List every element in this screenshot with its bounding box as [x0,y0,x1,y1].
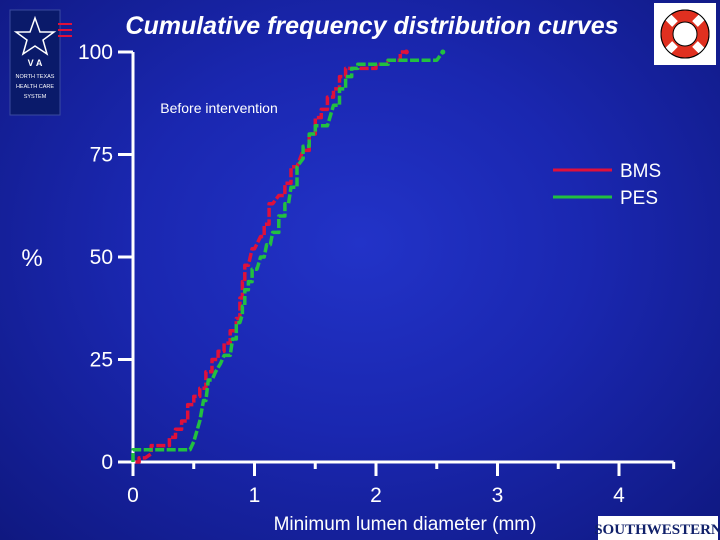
y-tick-label: 75 [90,144,113,167]
x-tick-label: 3 [492,484,504,507]
va-logo: V A NORTH TEXAS HEALTH CARE SYSTEM [9,9,72,116]
y-axis-label: % [21,245,42,272]
legend: BMS PES [553,161,661,209]
axes: 0 25 50 75 100 0 1 2 3 4 [78,41,676,507]
y-tick-label: 50 [90,246,113,269]
series-lines [131,49,446,464]
x-tick-label: 1 [249,484,261,507]
x-tick-label: 4 [613,484,625,507]
x-axis-label: Minimum lumen diameter (mm) [274,514,537,535]
annotation-before-intervention: Before intervention [160,100,278,116]
x-tick-label: 0 [127,484,139,507]
chart-title: Cumulative frequency distribution curves [125,12,618,40]
svg-text:NORTH TEXAS: NORTH TEXAS [16,74,55,80]
series-bms-line [135,50,407,464]
lifebuoy-logo [654,3,716,65]
star-icon [13,15,57,56]
series-bms-end-point [403,49,409,55]
legend-label-pes: PES [620,188,658,209]
y-tick-label: 25 [90,349,113,372]
y-tick-label: 0 [101,451,113,474]
svg-text:V A: V A [28,58,43,68]
y-tick-label: 100 [78,41,113,64]
svg-text:SYSTEM: SYSTEM [24,94,47,100]
svg-text:HEALTH CARE: HEALTH CARE [16,84,54,90]
series-pes-end-point [440,49,446,55]
svg-text:SOUTHWESTERN: SOUTHWESTERN [594,522,720,538]
x-tick-label: 2 [370,484,382,507]
series-pes-line [131,50,445,462]
southwestern-logo: SOUTHWESTERN [594,516,720,540]
legend-label-bms: BMS [620,161,661,182]
